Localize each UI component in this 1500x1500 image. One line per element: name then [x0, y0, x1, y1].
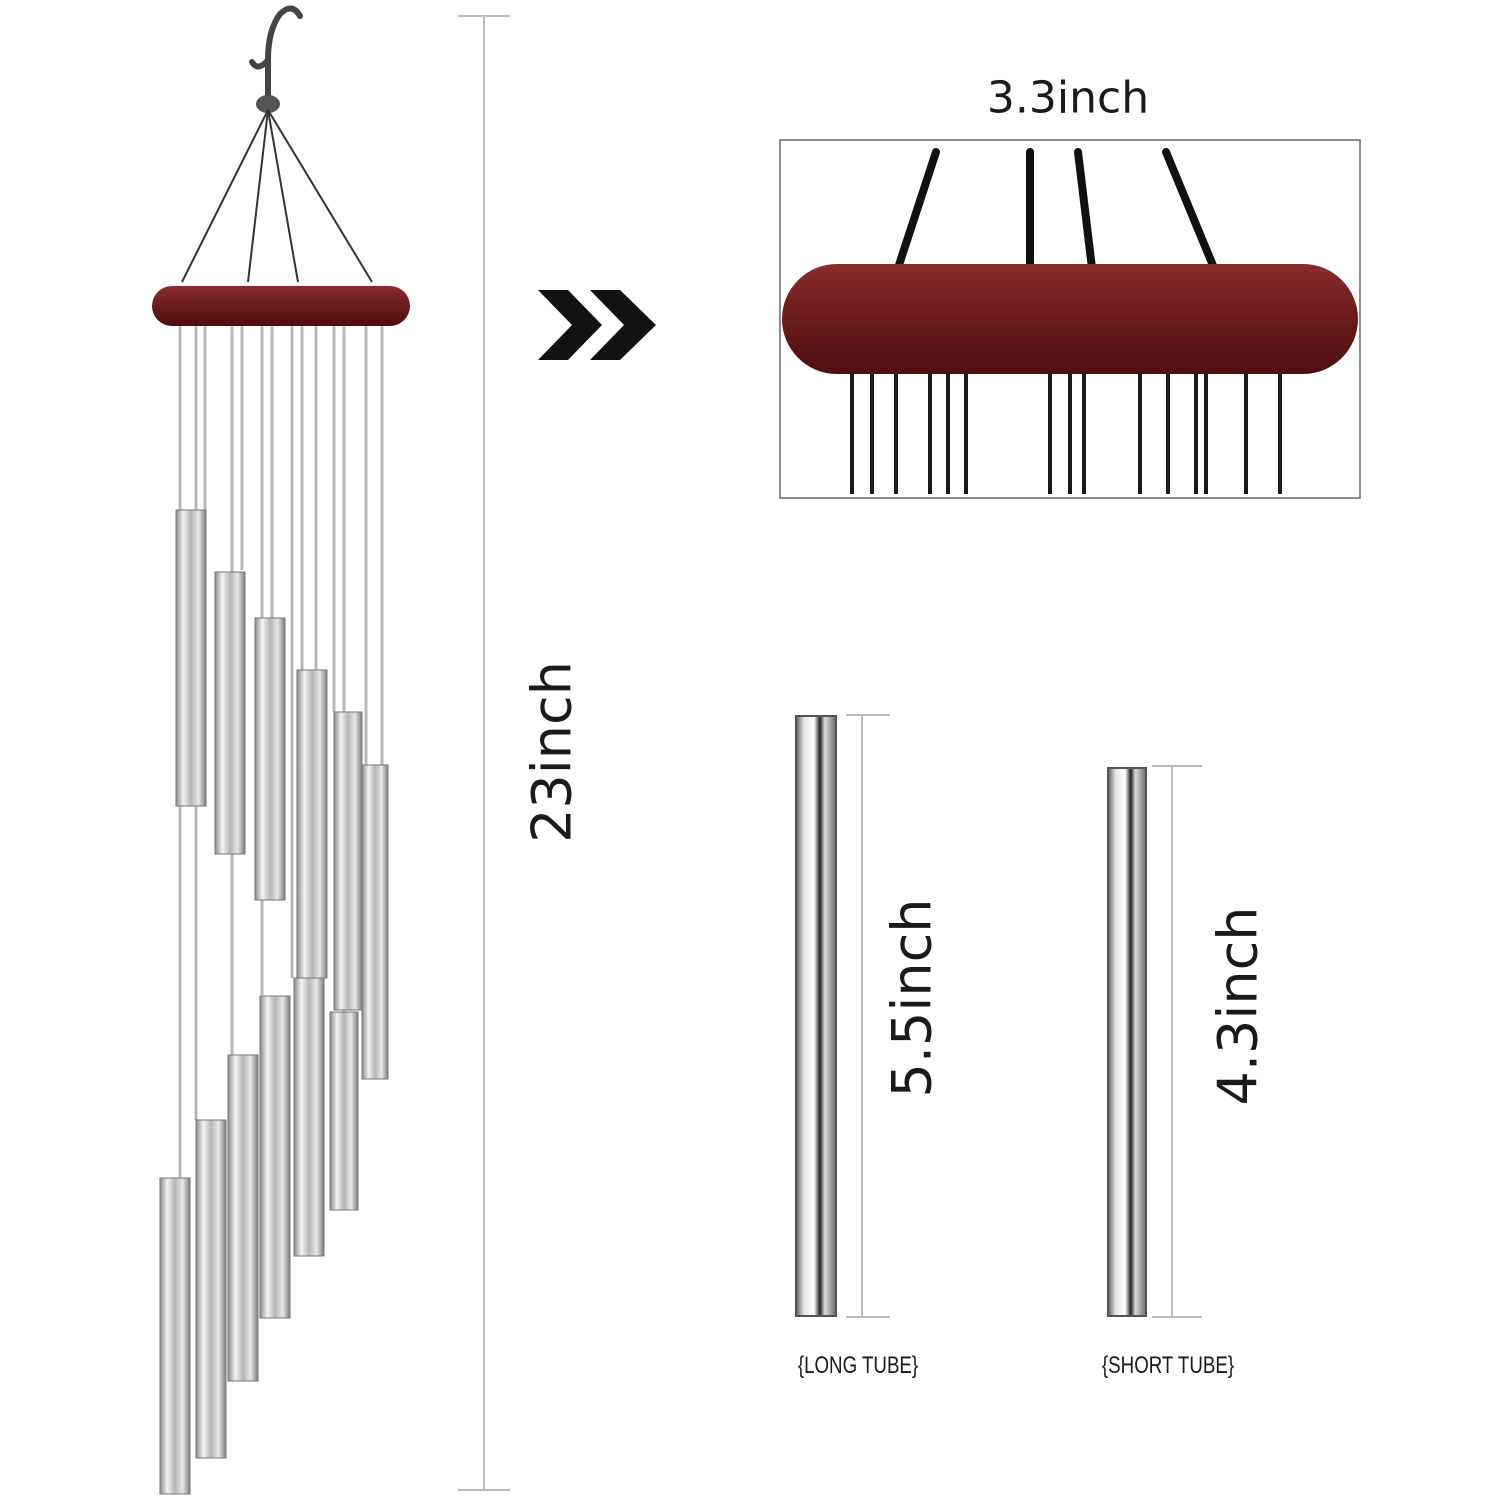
long-tube [795, 714, 890, 1318]
hook-icon [249, 5, 303, 113]
long-tube-length-label: 5.5inch [880, 898, 944, 1098]
long-tube-caption: {LONG TUBE} [797, 1352, 919, 1379]
short-tube [1107, 765, 1202, 1318]
double-chevron-right-icon [538, 290, 656, 360]
ring-width-label: 3.3inch [986, 72, 1150, 124]
short-tube-length-label: 4.3inch [1206, 906, 1270, 1106]
hanging-strings [181, 109, 373, 283]
ring-detail-panel [779, 139, 1361, 499]
height-dimension-line [458, 15, 510, 1491]
short-tube-caption: {SHORT TUBE} [1101, 1352, 1235, 1379]
upper-tubes [175, 509, 389, 1080]
overall-height-label: 23inch [520, 661, 584, 843]
wooden-ring [152, 286, 410, 326]
lower-tubes [159, 977, 359, 1495]
